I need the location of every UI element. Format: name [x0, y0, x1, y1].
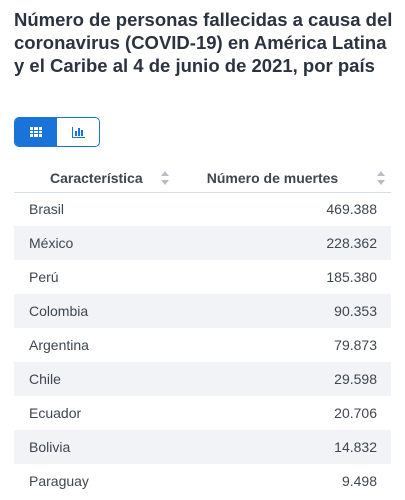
- deaths-cell: 14.832: [334, 439, 377, 455]
- country-cell: Colombia: [29, 303, 89, 319]
- country-cell: Ecuador: [29, 405, 82, 421]
- country-cell: México: [29, 235, 74, 251]
- table-row: Ecuador 20.706: [14, 396, 391, 430]
- table-row: Perú 185.380: [14, 260, 391, 294]
- table-row: Colombia 90.353: [14, 294, 391, 328]
- column-header-deaths[interactable]: Número de muertes: [188, 164, 391, 192]
- table-row: México 228.362: [14, 226, 391, 260]
- deaths-cell: 228.362: [326, 235, 377, 251]
- table-row: Bolivia 14.832: [14, 430, 391, 464]
- deaths-cell: 79.873: [334, 337, 377, 353]
- bar-chart-icon: [71, 126, 85, 138]
- deaths-cell: 9.498: [341, 473, 377, 489]
- data-table: Característica Número de muertes Brasil …: [14, 164, 391, 498]
- table-view-button[interactable]: [15, 118, 57, 146]
- column-header-label: Característica: [50, 169, 143, 186]
- deaths-cell: 29.598: [334, 371, 377, 387]
- country-cell: Paraguay: [29, 473, 89, 489]
- deaths-cell: 90.353: [334, 303, 377, 319]
- table-icon: [30, 127, 42, 137]
- chart-view-button[interactable]: [57, 118, 99, 146]
- column-header-characteristic[interactable]: Característica: [14, 164, 188, 192]
- table-row: Chile 29.598: [14, 362, 391, 396]
- page-title: Número de personas fallecidas a causa de…: [14, 9, 393, 76]
- table-row: Paraguay 9.498: [14, 464, 391, 498]
- column-header-label: Número de muertes: [206, 169, 339, 186]
- table-header-row: Característica Número de muertes: [14, 164, 391, 192]
- deaths-cell: 185.380: [326, 269, 377, 285]
- country-cell: Brasil: [29, 201, 65, 218]
- deaths-cell: 20.706: [334, 405, 377, 421]
- country-cell: Argentina: [29, 337, 89, 353]
- view-toggle: [14, 117, 100, 147]
- table-row: Brasil 469.388: [14, 192, 391, 226]
- country-cell: Chile: [29, 371, 61, 387]
- sort-icon[interactable]: [161, 171, 169, 185]
- table-row: Argentina 79.873: [14, 328, 391, 362]
- deaths-cell: 469.388: [326, 201, 377, 218]
- country-cell: Bolivia: [29, 439, 71, 455]
- country-cell: Perú: [29, 269, 59, 285]
- sort-icon[interactable]: [377, 171, 385, 185]
